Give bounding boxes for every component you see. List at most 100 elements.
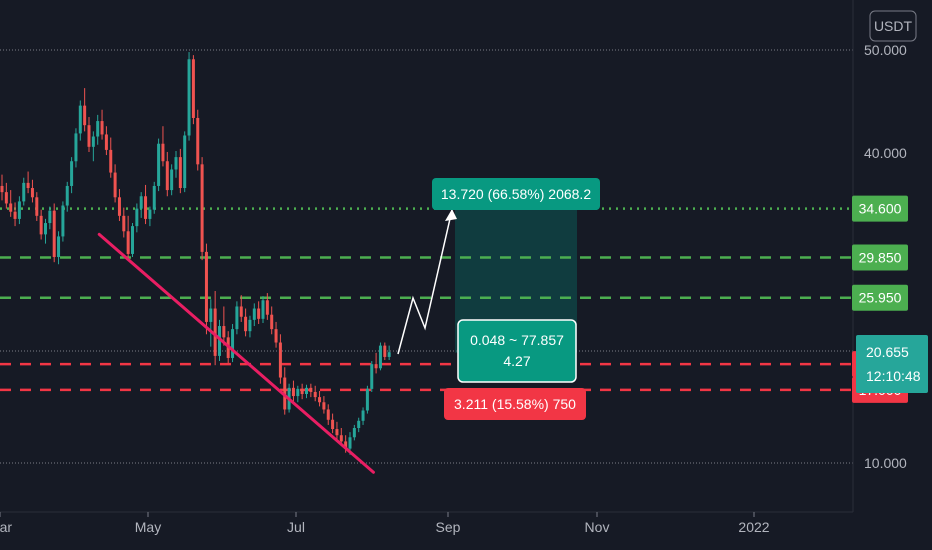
candle-body	[305, 387, 308, 395]
currency-button[interactable]: USDT	[869, 10, 917, 42]
y-tick-label: 10.000	[864, 455, 907, 471]
position-center-tag-bg	[457, 319, 577, 383]
position-target-tag[interactable]: 13.720 (66.58%) 2068.2	[432, 178, 600, 210]
candle-body	[113, 172, 117, 198]
candle-body	[270, 314, 274, 330]
trendline[interactable]	[97, 232, 375, 474]
projected-path-arrowhead	[445, 209, 457, 221]
x-tick-label: 2022	[738, 519, 769, 535]
candle-body	[278, 342, 282, 378]
level-tag-bg	[852, 284, 908, 311]
candle-body	[144, 196, 148, 219]
candle-body	[331, 419, 335, 430]
candle-body	[344, 441, 348, 449]
y-tick-label: 40.000	[864, 145, 907, 161]
candle-body	[170, 169, 174, 191]
level-tag-bg	[852, 195, 908, 222]
y-tick-labels: 50.000 40.000 10.000	[864, 42, 907, 471]
candle-body	[96, 121, 100, 137]
candle-body	[122, 215, 126, 232]
candle-body	[83, 105, 87, 126]
candle-body	[126, 231, 130, 254]
candle-body	[139, 196, 143, 209]
candle-body	[291, 387, 295, 397]
candle-body	[22, 182, 26, 202]
candle-body	[248, 319, 252, 332]
candle-body	[300, 388, 304, 395]
candle-body	[30, 188, 34, 198]
candle-body	[239, 306, 243, 317]
x-tick-label: Nov	[585, 519, 610, 535]
candle-body	[213, 308, 217, 356]
candle-body	[117, 197, 121, 216]
position-stop-tag[interactable]: 3.211 (15.58%) 750	[444, 388, 586, 420]
candle-body	[209, 308, 213, 322]
x-tick-label: Sep	[436, 519, 461, 535]
candle-body	[35, 197, 39, 216]
candle-body	[357, 420, 361, 429]
level-tag-text: 25.950	[859, 290, 902, 306]
candle-body	[157, 143, 161, 186]
candle-body	[148, 209, 152, 219]
candle-body	[318, 397, 322, 403]
candle-body	[257, 308, 261, 319]
candle-body	[218, 326, 221, 356]
level-tag-bg	[852, 244, 908, 271]
candle-body	[383, 345, 387, 357]
level-tag-text: 34.600	[859, 201, 902, 217]
position-center-line2: 4.27	[503, 353, 530, 369]
candle-body	[104, 134, 108, 150]
candle-body	[322, 402, 326, 410]
price-levels	[0, 207, 853, 392]
x-tick-label: Mar	[0, 519, 12, 535]
candle-body	[135, 208, 139, 227]
candle-body	[231, 329, 235, 358]
candle-body	[222, 326, 226, 338]
candle-body	[352, 428, 356, 438]
currency-label: USDT	[874, 18, 913, 34]
level-tag-text: 29.850	[859, 250, 902, 266]
candle-body	[309, 387, 313, 392]
x-tick-label: Jul	[287, 519, 305, 535]
current-price-value: 20.655	[866, 344, 909, 360]
candle-body	[4, 192, 8, 204]
candle-body	[57, 236, 61, 258]
position-stop-tag-text: 3.211 (15.58%) 750	[454, 396, 576, 412]
candle-body	[204, 251, 208, 322]
candle-body	[370, 364, 374, 389]
current-price-tag: 20.655 12:10:48	[856, 335, 928, 393]
candle-body	[235, 306, 239, 330]
position-center-tag[interactable]: 0.048 ~ 77.857 4.27	[457, 319, 577, 383]
candle-body	[374, 364, 378, 369]
candle-body	[200, 164, 204, 252]
x-tick-labels: Mar May Jul Sep Nov 2022	[0, 512, 770, 535]
candle-body	[261, 300, 265, 319]
candle-body	[387, 352, 391, 357]
candle-body	[348, 437, 352, 449]
candle-body	[178, 157, 182, 189]
position-target-tag-text: 13.720 (66.58%) 2068.2	[441, 186, 591, 202]
candle-body	[378, 345, 382, 369]
candle-body	[152, 185, 156, 210]
candle-body	[296, 388, 300, 397]
candle-body	[265, 300, 269, 315]
candlestick-series	[0, 52, 391, 455]
candle-body	[274, 329, 278, 343]
candle-body	[365, 388, 369, 411]
candle-body	[78, 105, 82, 134]
position-stop-tag-bg	[444, 388, 586, 420]
candle-body	[252, 308, 256, 320]
candle-body	[0, 185, 4, 193]
candle-body	[326, 409, 330, 420]
candle-body	[183, 135, 187, 189]
candle-body	[74, 133, 78, 162]
candle-body	[44, 223, 47, 235]
candle-body	[191, 59, 195, 118]
grid	[0, 49, 853, 464]
candle-body	[187, 59, 191, 136]
candle-body	[39, 215, 43, 235]
candle-body	[9, 203, 13, 212]
projected-path-arrow[interactable]	[397, 209, 453, 355]
candle-body	[17, 201, 21, 219]
